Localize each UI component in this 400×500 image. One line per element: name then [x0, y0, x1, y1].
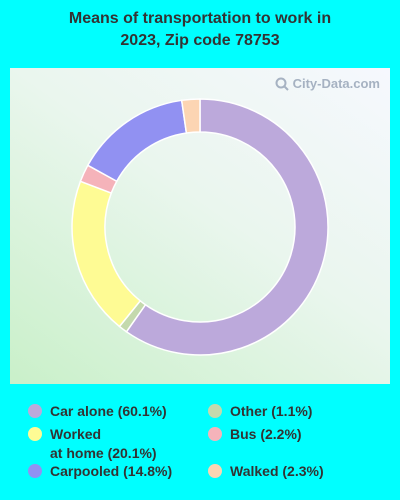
- watermark-text: City-Data.com: [292, 76, 380, 91]
- donut-slice-walked: [180, 98, 201, 134]
- search-icon: [275, 77, 289, 91]
- donut-slice-car-alone: [125, 98, 329, 356]
- chart-title: Means of transportation to work in 2023,…: [68, 10, 332, 49]
- watermark: City-Data.com: [275, 76, 380, 91]
- donut-slice-worked-at-home: [71, 180, 142, 328]
- donut-slice-carpooled: [86, 99, 188, 183]
